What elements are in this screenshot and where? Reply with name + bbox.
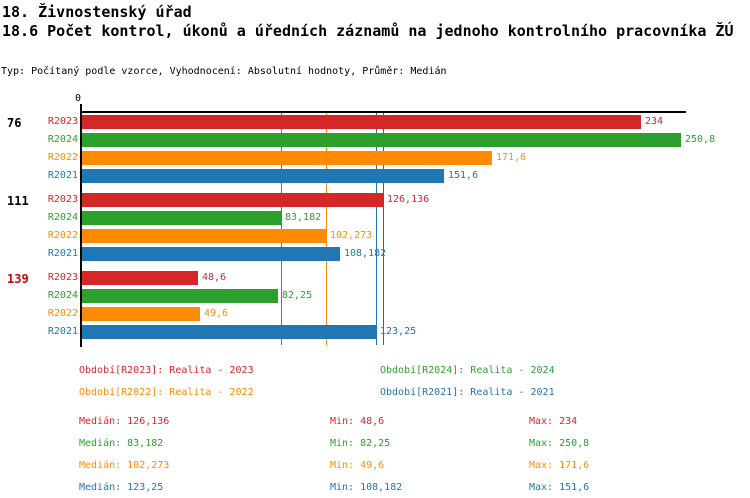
- bar-value-label: 151,6: [448, 170, 479, 181]
- bar-r2024: [82, 211, 281, 225]
- y-axis-line: [80, 104, 82, 347]
- bar-r2023: [82, 271, 198, 285]
- bar-r2021: [82, 325, 376, 339]
- bar-r2024: [82, 289, 278, 303]
- stat-max-r2023: Max: 234: [529, 416, 578, 427]
- x-axis-line: [80, 111, 686, 113]
- row-label-r2024: R2024: [47, 134, 78, 145]
- bar-r2023: [82, 115, 641, 129]
- row-label-r2022: R2022: [47, 308, 78, 319]
- bar-r2023: [82, 193, 383, 207]
- bar-value-label: 234: [645, 116, 664, 127]
- bar-r2024: [82, 133, 681, 147]
- row-label-r2021: R2021: [47, 326, 78, 337]
- stat-max-r2021: Max: 151,6: [529, 482, 590, 493]
- chart-subtitle: 18.6 Počet kontrol, úkonů a úředních záz…: [2, 22, 734, 40]
- stat-median-r2023: Medián: 126,136: [79, 416, 170, 427]
- bar-value-label: 83,182: [285, 212, 322, 223]
- legend-item-r2023: Období[R2023]: Realita - 2023: [79, 365, 254, 376]
- bar-value-label: 108,182: [344, 248, 387, 259]
- group-label: 139: [7, 272, 29, 286]
- row-label-r2024: R2024: [47, 212, 78, 223]
- bar-value-label: 102,273: [330, 230, 373, 241]
- bar-r2021: [82, 247, 340, 261]
- legend-item-r2021: Období[R2021]: Realita - 2021: [380, 387, 555, 398]
- row-label-r2023: R2023: [47, 116, 78, 127]
- group-label: 76: [7, 116, 22, 130]
- bar-r2022: [82, 151, 492, 165]
- stat-min-r2022: Min: 49,6: [330, 460, 385, 471]
- chart-meta-line: Typ: Počítaný podle vzorce, Vyhodnocení:…: [1, 66, 447, 77]
- row-label-r2023: R2023: [47, 272, 78, 283]
- stat-max-r2022: Max: 171,6: [529, 460, 590, 471]
- legend-item-r2022: Období[R2022]: Realita - 2022: [79, 387, 254, 398]
- bar-r2022: [82, 307, 200, 321]
- bar-r2021: [82, 169, 444, 183]
- row-label-r2022: R2022: [47, 230, 78, 241]
- stat-median-r2022: Medián: 102,273: [79, 460, 170, 471]
- median-line-r2022: [326, 113, 327, 345]
- stat-min-r2023: Min: 48,6: [330, 416, 385, 427]
- stat-max-r2024: Max: 250,8: [529, 438, 590, 449]
- bar-value-label: 171,6: [496, 152, 527, 163]
- bar-value-label: 48,6: [202, 272, 227, 283]
- row-label-r2021: R2021: [47, 248, 78, 259]
- median-line-r2021: [376, 113, 377, 345]
- stat-min-r2024: Min: 82,25: [330, 438, 391, 449]
- bar-value-label: 126,136: [387, 194, 430, 205]
- row-label-r2021: R2021: [47, 170, 78, 181]
- row-label-r2023: R2023: [47, 194, 78, 205]
- group-label: 111: [7, 194, 29, 208]
- bar-value-label: 49,6: [204, 308, 229, 319]
- bar-value-label: 82,25: [282, 290, 313, 301]
- stat-median-r2021: Medián: 123,25: [79, 482, 164, 493]
- x-axis-origin-label: 0: [75, 93, 82, 104]
- page-title: 18. Živnostenský úřad: [2, 3, 192, 21]
- stat-min-r2021: Min: 108,182: [330, 482, 403, 493]
- legend-item-r2024: Období[R2024]: Realita - 2024: [380, 365, 555, 376]
- stat-median-r2024: Medián: 83,182: [79, 438, 164, 449]
- bar-value-label: 250,8: [685, 134, 716, 145]
- row-label-r2024: R2024: [47, 290, 78, 301]
- row-label-r2022: R2022: [47, 152, 78, 163]
- median-line-r2023: [383, 113, 384, 345]
- bar-value-label: 123,25: [380, 326, 417, 337]
- bar-r2022: [82, 229, 326, 243]
